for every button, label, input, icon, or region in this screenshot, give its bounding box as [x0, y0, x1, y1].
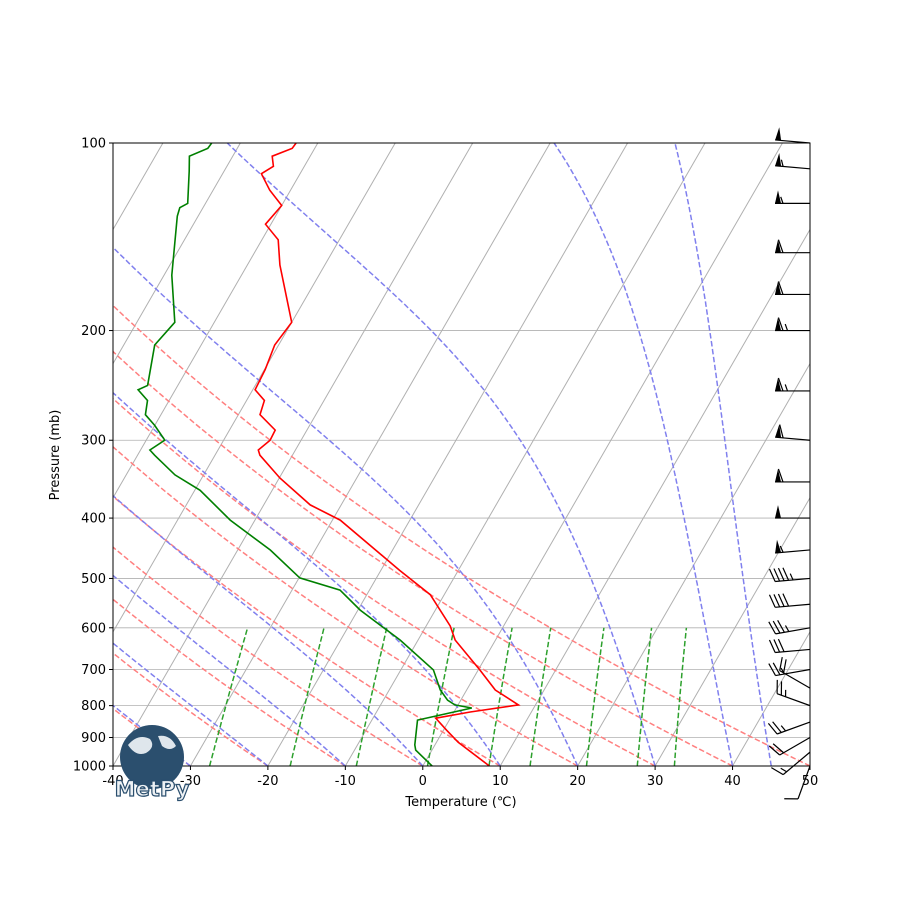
y-tick-label: 800	[81, 699, 106, 714]
y-tick-label: 400	[81, 512, 106, 527]
x-tick-label: -10	[335, 774, 356, 789]
x-axis-label: Temperature (℃)	[404, 795, 516, 810]
x-tick-label: 40	[724, 774, 741, 789]
x-tick-label: 30	[647, 774, 664, 789]
y-tick-label: 600	[81, 621, 106, 636]
x-tick-label: 10	[492, 774, 509, 789]
y-tick-label: 500	[81, 572, 106, 587]
y-tick-label: 300	[81, 434, 106, 449]
y-axis-label: Pressure (mb)	[48, 410, 63, 501]
y-tick-label: 900	[81, 731, 106, 746]
y-tick-label: 700	[81, 663, 106, 678]
x-tick-label: 20	[569, 774, 586, 789]
logo-text: MetPy	[115, 777, 190, 801]
x-tick-label: -20	[257, 774, 278, 789]
y-tick-label: 100	[81, 137, 106, 152]
x-tick-label: 0	[419, 774, 427, 789]
y-tick-label: 200	[81, 324, 106, 339]
y-tick-label: 1000	[73, 760, 106, 775]
